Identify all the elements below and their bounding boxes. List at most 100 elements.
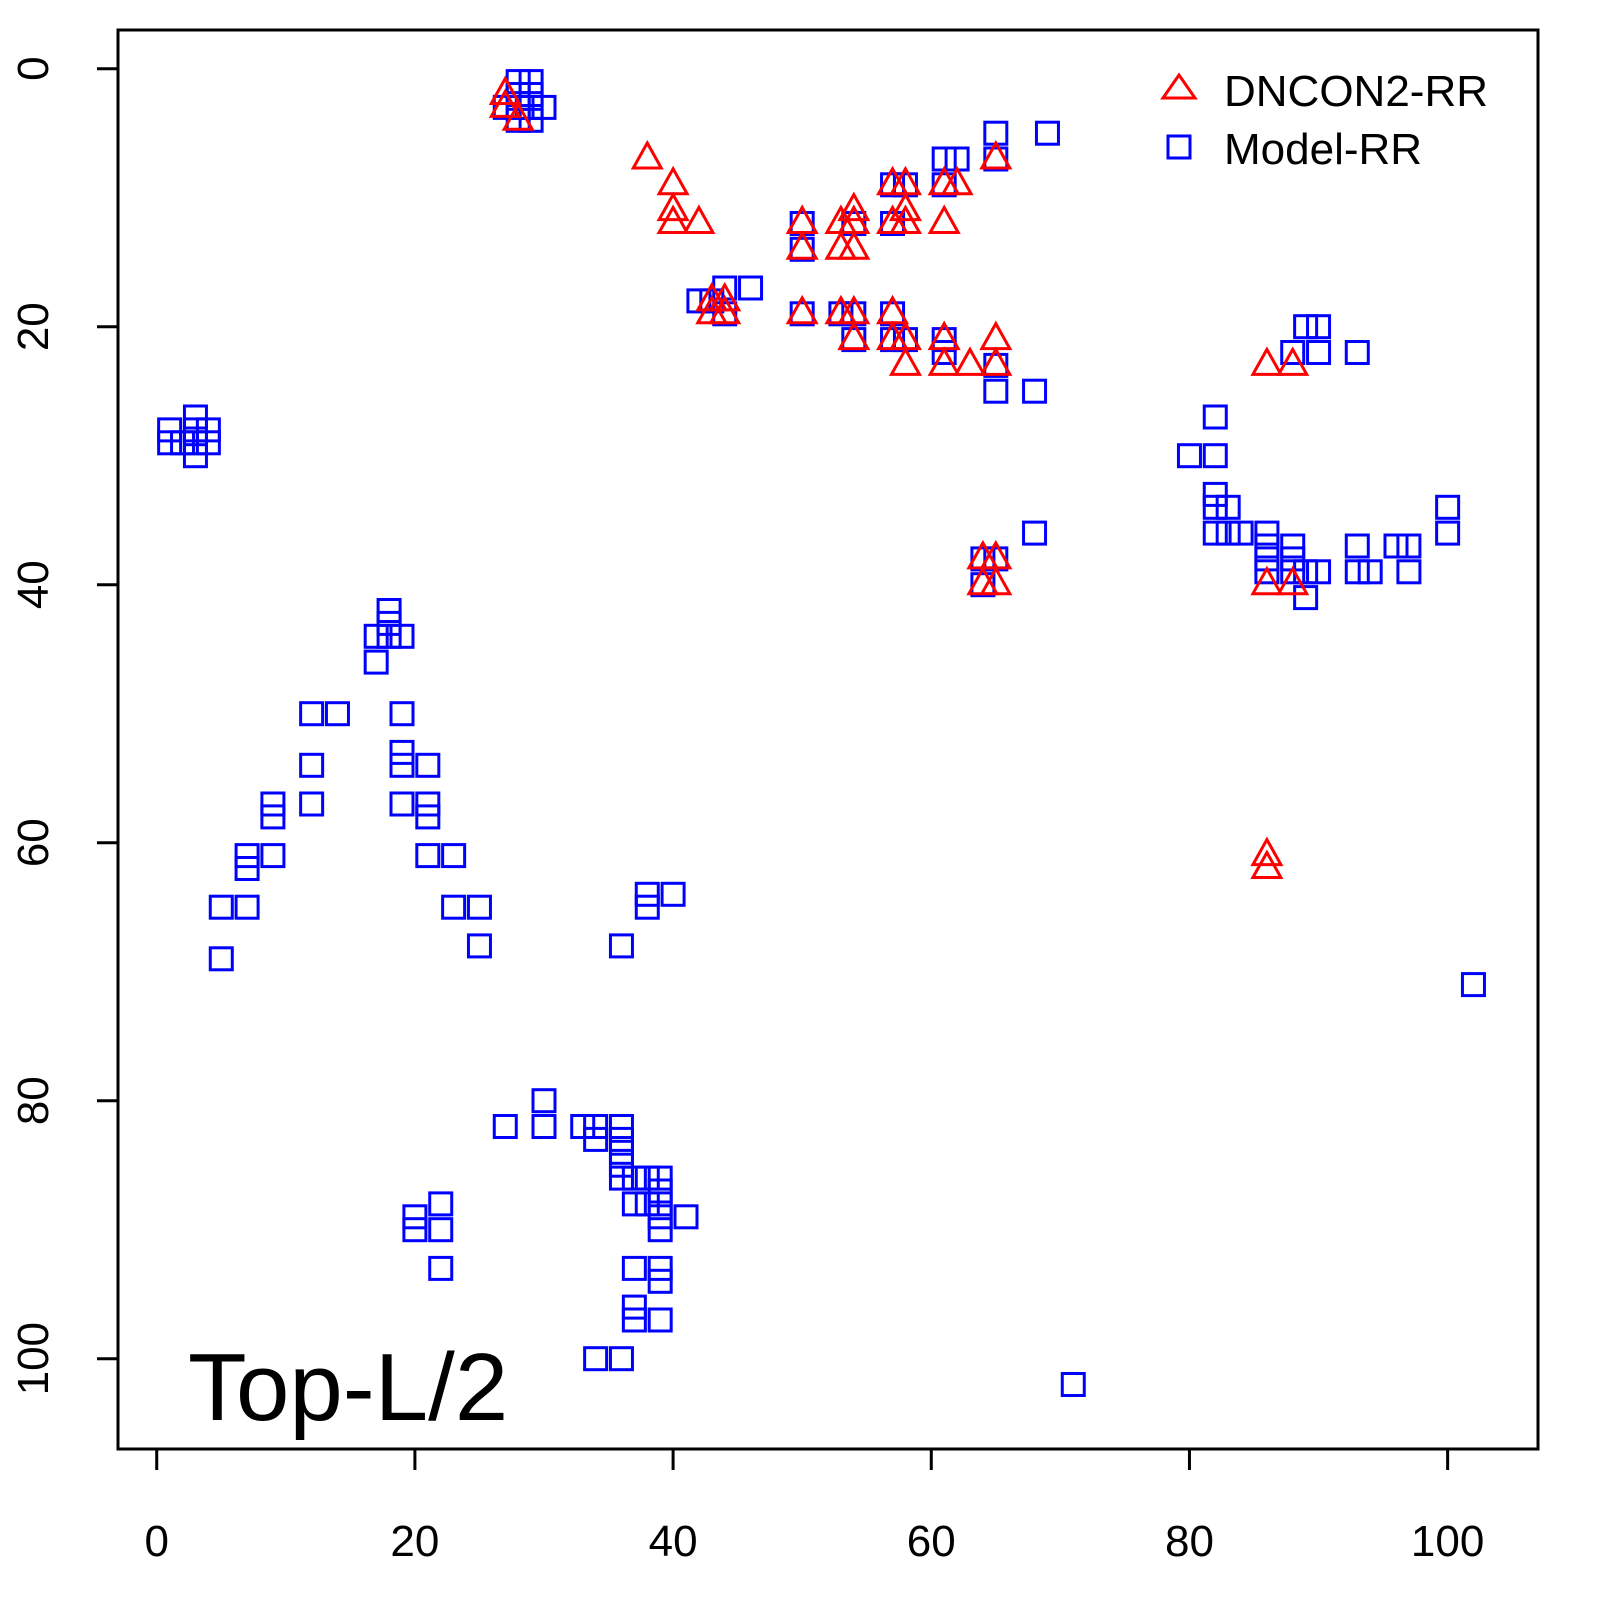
model-rr-point xyxy=(660,881,686,907)
y-tick-label: 40 xyxy=(9,560,58,609)
model-rr-point xyxy=(1202,404,1228,430)
model-rr-point xyxy=(1254,559,1280,585)
model-rr-point xyxy=(1280,533,1306,559)
model-rr-point xyxy=(260,804,286,830)
model-rr-point xyxy=(376,610,402,636)
model-rr-point xyxy=(1383,533,1409,559)
model-rr-point xyxy=(1202,481,1228,507)
model-rr-point xyxy=(634,881,660,907)
dncon2-rr-point xyxy=(979,565,1013,596)
dncon2-rr-point xyxy=(1276,346,1310,376)
x-tick-label: 80 xyxy=(1165,1517,1214,1566)
model-rr-point xyxy=(299,701,325,727)
model-rr-point xyxy=(647,1204,673,1230)
model-rr-point xyxy=(1254,533,1280,559)
dncon2-rr-point xyxy=(630,139,664,170)
model-rr-point xyxy=(673,1204,699,1230)
model-rr-point xyxy=(518,82,544,107)
model-rr-point xyxy=(376,598,402,623)
legend-label-model: Model-RR xyxy=(1224,125,1422,174)
model-rr-point xyxy=(621,1294,647,1320)
model-rr-point xyxy=(841,327,867,353)
model-rr-point xyxy=(1435,494,1461,520)
model-rr-point xyxy=(1280,340,1306,365)
model-rr-point xyxy=(389,752,415,778)
model-rr-point xyxy=(647,1217,673,1243)
model-rr-point xyxy=(234,843,260,869)
model-rr-point xyxy=(157,417,183,443)
model-rr-point xyxy=(363,623,389,649)
x-tick-label: 60 xyxy=(907,1517,956,1566)
model-rr-point xyxy=(647,1165,673,1191)
model-rr-point xyxy=(195,417,221,443)
dncon2-rr-point xyxy=(837,204,871,234)
model-rr-point xyxy=(1344,340,1370,365)
model-rr-point xyxy=(182,430,208,456)
model-rr-point xyxy=(1357,559,1383,585)
x-tick-label: 100 xyxy=(1411,1517,1484,1566)
model-rr-point xyxy=(647,1191,673,1217)
model-rr-point xyxy=(1215,494,1241,520)
model-rr-point xyxy=(299,791,325,817)
y-tick-label: 20 xyxy=(9,302,58,351)
model-rr-point xyxy=(1306,559,1332,585)
model-rr-point xyxy=(234,894,260,920)
dncon2-rr-point xyxy=(888,346,923,376)
model-rr-point xyxy=(880,211,906,236)
dncon2-rr-point xyxy=(837,230,871,260)
model-rr-point xyxy=(1293,314,1319,340)
model-rr-point xyxy=(712,301,738,327)
model-rr-point xyxy=(647,1307,673,1333)
dncon2-rr-point xyxy=(708,281,742,312)
x-tick-label: 40 xyxy=(649,1517,698,1566)
model-rr-point xyxy=(880,172,906,198)
model-rr-point xyxy=(634,1165,660,1191)
model-rr-point xyxy=(428,1191,454,1217)
model-rr-point xyxy=(608,1139,634,1165)
dncon2-rr-point xyxy=(927,346,961,376)
dncon2-rr-point xyxy=(785,230,819,260)
model-rr-point xyxy=(402,1204,428,1230)
data-points xyxy=(157,69,1486,1397)
model-rr-point xyxy=(621,1165,647,1191)
model-rr-point xyxy=(1254,520,1280,546)
model-rr-point xyxy=(983,378,1009,404)
dncon2-rr-point xyxy=(927,204,961,234)
model-rr-point xyxy=(931,340,957,365)
model-rr-point xyxy=(1060,1372,1086,1397)
model-rr-point xyxy=(931,172,957,198)
model-rr-point xyxy=(505,94,531,120)
model-rr-point xyxy=(647,1255,673,1281)
model-rr-point xyxy=(376,623,402,649)
model-rr-point xyxy=(182,443,208,469)
dncon2-rr-point xyxy=(656,165,690,196)
legend: DNCON2-RR Model-RR xyxy=(1160,67,1488,174)
model-rr-point xyxy=(363,649,389,675)
model-rr-point xyxy=(647,1268,673,1294)
model-rr-point xyxy=(441,894,467,920)
model-rr-point xyxy=(389,739,415,765)
model-rr-point xyxy=(983,146,1009,172)
model-rr-point xyxy=(466,933,492,959)
model-rr-point xyxy=(324,701,350,727)
model-rr-point xyxy=(157,430,183,456)
model-rr-point xyxy=(428,1255,454,1281)
model-rr-point xyxy=(1034,120,1060,146)
dncon2-rr-point xyxy=(979,346,1013,376)
model-rr-point xyxy=(1022,520,1048,546)
model-rr-point xyxy=(428,1217,454,1243)
model-rr-point xyxy=(608,933,634,959)
model-rr-point xyxy=(634,1191,660,1217)
model-rr-point xyxy=(415,752,441,778)
model-rr-point xyxy=(1293,585,1319,611)
model-rr-point xyxy=(608,1152,634,1178)
model-rr-point xyxy=(389,701,415,727)
dncon2-rr-point xyxy=(888,204,923,234)
model-rr-point xyxy=(299,752,325,778)
model-rr-point xyxy=(621,1191,647,1217)
model-rr-point xyxy=(1344,533,1370,559)
model-rr-point xyxy=(389,623,415,649)
model-rr-point xyxy=(634,894,660,920)
model-rr-point xyxy=(583,1346,609,1372)
y-tick-label: 0 xyxy=(9,56,58,80)
